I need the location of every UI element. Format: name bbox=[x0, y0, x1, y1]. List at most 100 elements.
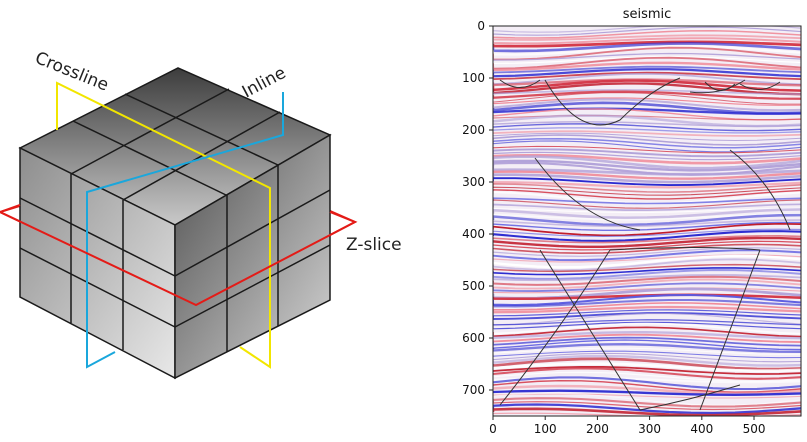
y-tick-label: 200 bbox=[462, 123, 485, 137]
reflection-band bbox=[493, 30, 801, 39]
reflection-band bbox=[493, 347, 801, 355]
y-tick-label: 0 bbox=[477, 19, 485, 33]
reflection-band bbox=[493, 298, 801, 308]
reflection-band bbox=[493, 236, 801, 249]
reflection-band bbox=[493, 243, 801, 255]
reflection-band bbox=[493, 56, 801, 70]
reflection-band bbox=[493, 357, 801, 371]
reflection-band bbox=[493, 65, 801, 74]
reflection-band bbox=[493, 282, 801, 293]
reflection-band bbox=[493, 213, 801, 227]
reflection-band bbox=[493, 312, 801, 320]
reflection-band bbox=[493, 132, 801, 142]
reflection-band bbox=[493, 407, 801, 416]
reflection-band bbox=[493, 267, 801, 276]
reflection-band bbox=[493, 293, 801, 301]
reflection-band bbox=[493, 274, 801, 282]
reflection-band bbox=[493, 137, 801, 149]
reflection-band bbox=[493, 140, 801, 153]
reflection-band bbox=[493, 26, 801, 33]
reflection-band bbox=[493, 376, 801, 391]
x-tick-label: 300 bbox=[638, 422, 661, 436]
reflection-band bbox=[493, 343, 801, 353]
reflection-band bbox=[493, 254, 801, 269]
reflection-band bbox=[493, 145, 801, 154]
reflection-band bbox=[493, 389, 801, 396]
reflection-band bbox=[493, 127, 801, 134]
seismic-cube-diagram: Crossline Inline Z-slice bbox=[0, 48, 402, 380]
reflection-band bbox=[493, 230, 801, 242]
plot-title: seismic bbox=[623, 7, 672, 22]
reflection-band bbox=[493, 249, 801, 262]
reflection-band bbox=[493, 208, 801, 220]
reflection-band bbox=[493, 401, 801, 411]
reflection-band bbox=[493, 114, 801, 121]
inline-label: Inline bbox=[239, 63, 289, 102]
reflection-band bbox=[493, 412, 801, 416]
reflection-band bbox=[493, 68, 801, 78]
reflection-band bbox=[493, 181, 801, 189]
reflection-band bbox=[493, 61, 801, 72]
reflection-band bbox=[493, 42, 801, 53]
fault-traces bbox=[499, 77, 791, 411]
reflection-band bbox=[493, 221, 801, 232]
y-axis: 0 100 200 300 400 500 600 700 bbox=[462, 19, 493, 397]
seismic-plot: seismic 0 100 200 300 400 500 600 700 0 100 200 30… bbox=[462, 7, 802, 436]
reflection-band bbox=[493, 403, 801, 415]
y-tick-label: 600 bbox=[462, 331, 485, 345]
x-tick-label: 500 bbox=[743, 422, 766, 436]
reflection-band bbox=[493, 365, 801, 375]
reflection-band bbox=[493, 207, 801, 214]
reflection-band bbox=[493, 130, 801, 137]
reflection-band bbox=[493, 186, 801, 196]
reflection-band bbox=[493, 333, 801, 344]
reflection-band bbox=[493, 354, 801, 367]
reflection-band bbox=[493, 90, 801, 100]
reflection-band bbox=[493, 72, 801, 86]
reflection-band bbox=[493, 173, 801, 184]
reflection-band bbox=[493, 97, 801, 106]
reflection-band bbox=[493, 79, 801, 92]
reflection-band bbox=[493, 384, 801, 395]
reflection-band bbox=[493, 26, 801, 36]
reflection-band bbox=[493, 56, 801, 64]
x-axis: 0 100 200 300 400 500 bbox=[489, 416, 765, 436]
reflection-band bbox=[493, 293, 801, 307]
reflection-band bbox=[493, 159, 801, 172]
reflection-band bbox=[493, 278, 801, 290]
reflection-band bbox=[493, 336, 801, 347]
cube-top-grid bbox=[70, 88, 281, 201]
reflection-band bbox=[493, 153, 801, 165]
reflection-band bbox=[493, 222, 801, 237]
cube-right-grid bbox=[174, 165, 331, 352]
reflection-band bbox=[493, 352, 801, 363]
reflection-band bbox=[493, 350, 801, 359]
reflection-band bbox=[493, 309, 801, 317]
cube-left-grid bbox=[19, 174, 176, 350]
reflection-band bbox=[493, 275, 801, 286]
reflection-band bbox=[493, 148, 801, 158]
reflection-band bbox=[493, 247, 801, 257]
zslice-label: Z-slice bbox=[346, 235, 402, 255]
x-tick-label: 0 bbox=[489, 422, 497, 436]
y-tick-label: 400 bbox=[462, 227, 485, 241]
reflection-band bbox=[493, 228, 801, 237]
reflection-band bbox=[493, 302, 801, 311]
reflection-band bbox=[493, 151, 801, 161]
y-tick-label: 300 bbox=[462, 175, 485, 189]
reflection-band bbox=[493, 46, 801, 61]
x-tick-label: 400 bbox=[690, 422, 713, 436]
reflection-band bbox=[493, 263, 801, 273]
reflection-band bbox=[493, 213, 801, 221]
reflection-band bbox=[493, 92, 801, 105]
reflection-band bbox=[493, 189, 801, 200]
reflection-band bbox=[493, 45, 801, 56]
reflection-band bbox=[493, 71, 801, 80]
reflection-band bbox=[493, 258, 801, 272]
reflection-band bbox=[493, 305, 801, 314]
reflection-band bbox=[493, 121, 801, 127]
reflection-band bbox=[493, 235, 801, 244]
reflection-band bbox=[493, 197, 801, 205]
x-tick-label: 100 bbox=[534, 422, 557, 436]
